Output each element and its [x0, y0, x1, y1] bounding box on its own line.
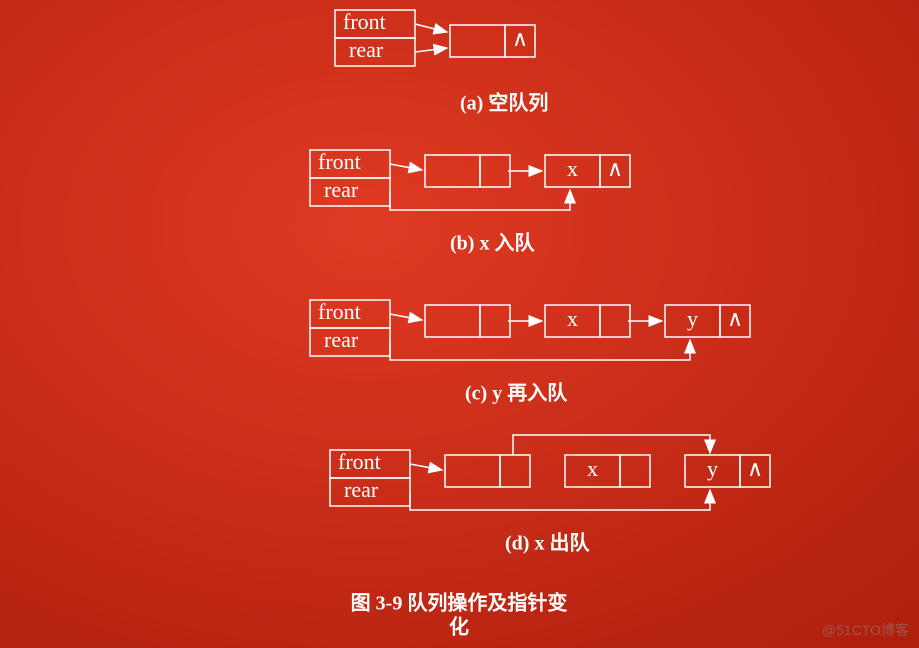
svg-text:∧: ∧ — [747, 456, 763, 481]
svg-text:(c) y 再入队: (c) y 再入队 — [465, 381, 568, 405]
svg-text:front: front — [338, 449, 381, 474]
svg-text:y: y — [687, 306, 698, 331]
svg-text:∧: ∧ — [512, 26, 528, 51]
svg-text:front: front — [318, 299, 361, 324]
svg-text:rear: rear — [344, 477, 379, 502]
svg-text:∧: ∧ — [607, 156, 623, 181]
svg-text:(a) 空队列: (a) 空队列 — [460, 91, 548, 115]
svg-text:rear: rear — [324, 177, 359, 202]
svg-text:x: x — [567, 156, 578, 181]
svg-text:y: y — [707, 456, 718, 481]
svg-text:rear: rear — [324, 327, 359, 352]
svg-text:x: x — [567, 306, 578, 331]
svg-text:x: x — [587, 456, 598, 481]
svg-text:(d) x 出队: (d) x 出队 — [505, 531, 590, 555]
svg-text:化: 化 — [449, 615, 469, 639]
svg-text:front: front — [343, 9, 386, 34]
svg-text:rear: rear — [349, 37, 384, 62]
watermark: @51CTO博客 — [822, 620, 909, 640]
svg-text:∧: ∧ — [727, 306, 743, 331]
svg-text:front: front — [318, 149, 361, 174]
diagram-svg: front rear ∧ (a) 空队列 front rear x ∧ (b) x 入队 fron… — [0, 0, 919, 648]
diagram-stage: front rear ∧ (a) 空队列 front rear x ∧ (b) x 入队 fron… — [0, 0, 919, 648]
svg-text:(b) x 入队: (b) x 入队 — [450, 231, 535, 255]
svg-text:图 3-9 队列操作及指针变: 图 3-9 队列操作及指针变 — [351, 591, 568, 615]
